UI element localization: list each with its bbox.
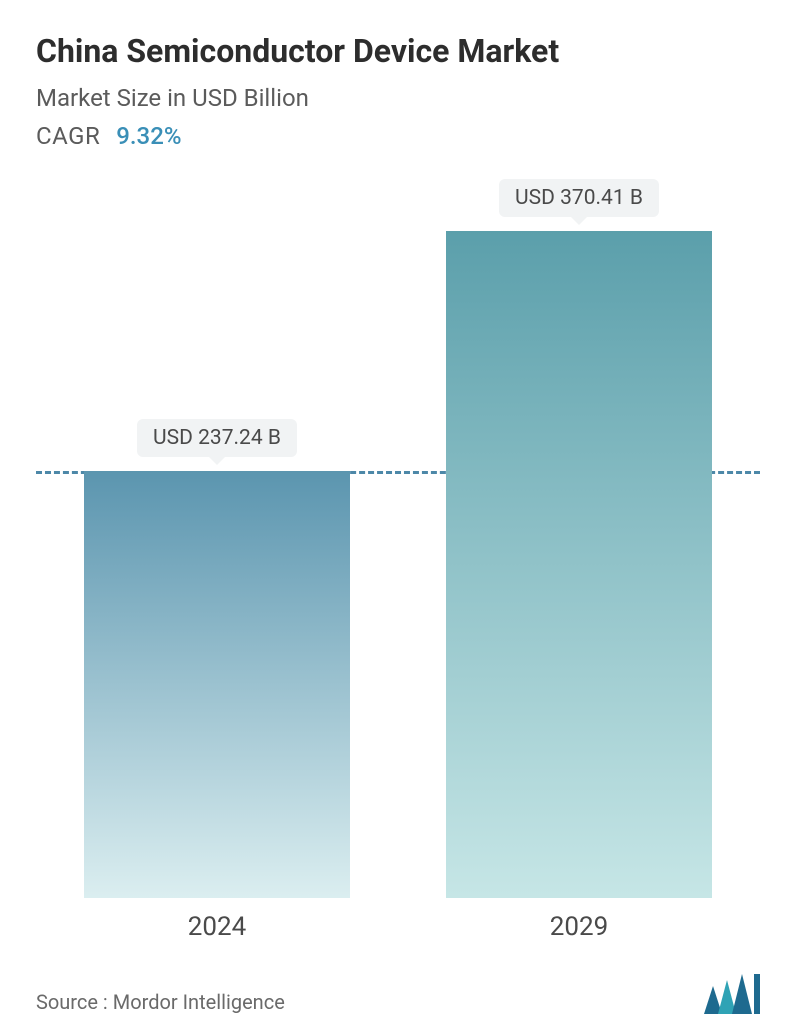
cagr-value: 9.32% xyxy=(116,122,181,150)
cagr-label: CAGR xyxy=(36,122,100,150)
brand-logo-icon xyxy=(704,974,760,1014)
x-tick-label: 2029 xyxy=(412,912,745,942)
bar-group: USD 237.24 B xyxy=(50,419,383,898)
chart-subtitle: Market Size in USD Billion xyxy=(36,84,760,112)
bar-value-label: USD 237.24 B xyxy=(137,419,297,457)
x-axis-labels: 2024 2029 xyxy=(36,912,760,942)
bar xyxy=(446,231,712,898)
chart-card: China Semiconductor Device Market Market… xyxy=(0,0,796,1034)
bar-group: USD 370.41 B xyxy=(412,179,745,898)
bar-value-label: USD 370.41 B xyxy=(499,179,659,217)
bars-container: USD 237.24 B USD 370.41 B xyxy=(36,178,760,898)
bar xyxy=(84,471,350,898)
chart-footer: Source : Mordor Intelligence xyxy=(36,974,760,1014)
x-tick-label: 2024 xyxy=(50,912,383,942)
chart-area: USD 237.24 B USD 370.41 B 2024 2029 xyxy=(36,178,760,942)
cagr-line: CAGR 9.32% xyxy=(36,122,760,150)
source-text: Source : Mordor Intelligence xyxy=(36,990,285,1014)
chart-title: China Semiconductor Device Market xyxy=(36,32,760,70)
plot-region: USD 237.24 B USD 370.41 B 2024 2029 xyxy=(36,178,760,942)
